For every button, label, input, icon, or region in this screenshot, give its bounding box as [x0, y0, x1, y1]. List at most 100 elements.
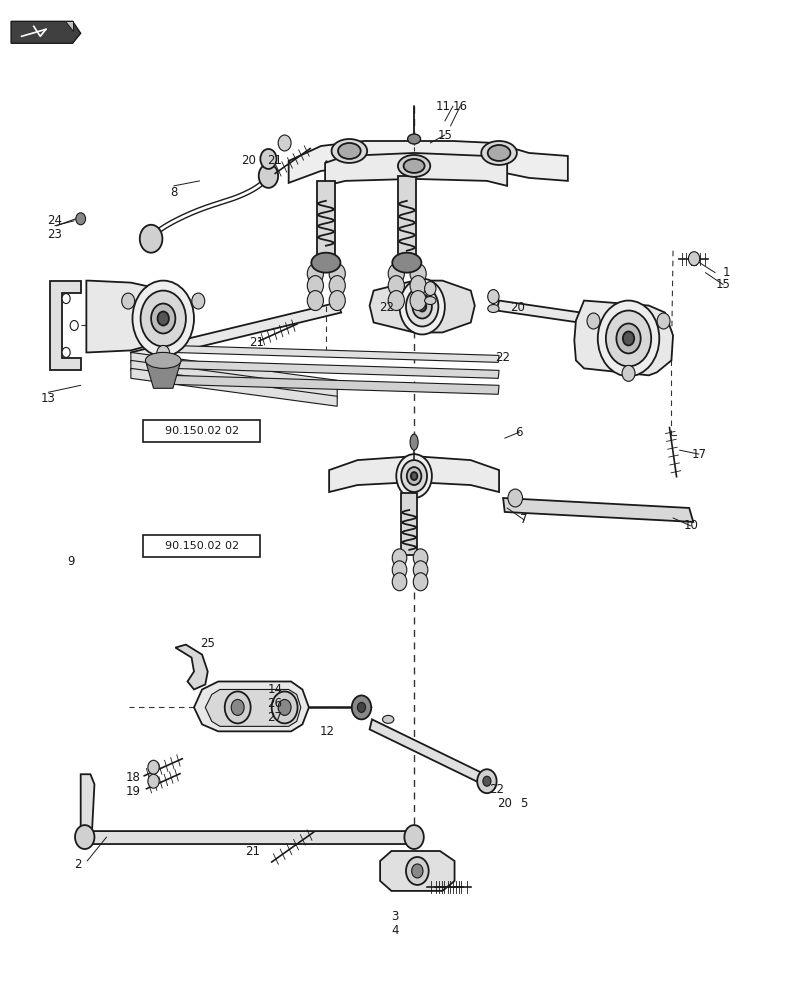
Text: 18: 18 — [126, 771, 140, 784]
Polygon shape — [324, 153, 507, 186]
Circle shape — [231, 699, 244, 715]
Text: 15: 15 — [437, 129, 452, 142]
Text: 24: 24 — [47, 214, 62, 227]
Circle shape — [483, 776, 491, 786]
Circle shape — [487, 290, 499, 304]
Polygon shape — [131, 303, 341, 362]
Circle shape — [357, 702, 365, 712]
Circle shape — [410, 291, 426, 311]
Text: 17: 17 — [691, 448, 706, 461]
Circle shape — [122, 293, 135, 309]
Polygon shape — [11, 21, 80, 43]
Text: 22: 22 — [495, 351, 510, 364]
Text: 6: 6 — [515, 426, 522, 439]
Circle shape — [688, 252, 699, 266]
Polygon shape — [288, 141, 567, 183]
Polygon shape — [205, 689, 300, 726]
Circle shape — [656, 313, 669, 329]
Ellipse shape — [487, 145, 510, 161]
Circle shape — [392, 549, 406, 567]
Circle shape — [597, 301, 659, 376]
Circle shape — [62, 294, 70, 304]
Circle shape — [396, 454, 431, 498]
Circle shape — [148, 774, 159, 788]
Circle shape — [410, 276, 426, 296]
Circle shape — [404, 825, 423, 849]
Circle shape — [401, 460, 427, 492]
Text: 90.150.02 02: 90.150.02 02 — [165, 541, 238, 551]
Circle shape — [605, 311, 650, 366]
Text: 23: 23 — [47, 228, 62, 241]
Ellipse shape — [382, 715, 393, 723]
Ellipse shape — [331, 139, 367, 163]
Polygon shape — [194, 681, 308, 731]
Circle shape — [307, 291, 323, 311]
Text: 20: 20 — [241, 154, 255, 167]
Text: 11: 11 — [436, 100, 450, 113]
Bar — [143, 535, 260, 557]
Circle shape — [140, 291, 186, 346]
Circle shape — [278, 135, 290, 151]
Circle shape — [157, 312, 169, 325]
Polygon shape — [380, 851, 454, 891]
Polygon shape — [171, 360, 499, 378]
Circle shape — [424, 282, 436, 296]
Circle shape — [148, 760, 159, 774]
Circle shape — [622, 331, 633, 345]
Text: 21: 21 — [248, 336, 264, 349]
Circle shape — [392, 561, 406, 579]
Text: 26: 26 — [267, 697, 282, 710]
Circle shape — [413, 573, 427, 591]
Circle shape — [586, 313, 599, 329]
Circle shape — [272, 691, 297, 723]
Text: 21: 21 — [267, 154, 282, 167]
Polygon shape — [369, 281, 474, 332]
Text: 5: 5 — [519, 797, 526, 810]
Polygon shape — [131, 352, 337, 390]
Circle shape — [388, 276, 404, 296]
Circle shape — [406, 287, 438, 326]
Circle shape — [412, 295, 431, 319]
Circle shape — [157, 345, 169, 361]
Circle shape — [132, 281, 194, 356]
Bar — [397, 176, 415, 261]
Circle shape — [307, 264, 323, 284]
Text: 16: 16 — [453, 100, 467, 113]
Circle shape — [508, 489, 522, 507]
Ellipse shape — [481, 141, 517, 165]
Circle shape — [328, 264, 345, 284]
Text: 3: 3 — [391, 910, 398, 923]
Circle shape — [616, 323, 640, 353]
Ellipse shape — [487, 305, 499, 313]
Ellipse shape — [407, 134, 420, 144]
Bar — [316, 181, 334, 261]
Ellipse shape — [403, 159, 424, 173]
Bar — [401, 493, 417, 555]
Circle shape — [392, 573, 406, 591]
Circle shape — [259, 164, 278, 188]
Circle shape — [621, 365, 634, 381]
Circle shape — [418, 302, 426, 312]
Polygon shape — [64, 21, 72, 31]
Text: 9: 9 — [67, 555, 75, 568]
Ellipse shape — [337, 143, 360, 159]
Text: 13: 13 — [41, 392, 56, 405]
Circle shape — [151, 304, 175, 333]
Circle shape — [406, 467, 421, 485]
Polygon shape — [175, 645, 208, 689]
Text: 7: 7 — [520, 513, 527, 526]
Circle shape — [413, 561, 427, 579]
Polygon shape — [328, 456, 499, 492]
Polygon shape — [573, 301, 672, 375]
Text: 22: 22 — [488, 783, 504, 796]
Text: 20: 20 — [509, 301, 525, 314]
Text: 14: 14 — [267, 683, 282, 696]
Circle shape — [70, 320, 78, 330]
Circle shape — [388, 264, 404, 284]
Ellipse shape — [311, 253, 340, 273]
Polygon shape — [503, 498, 693, 522]
Ellipse shape — [392, 253, 421, 273]
Circle shape — [410, 472, 417, 480]
Text: 19: 19 — [126, 785, 140, 798]
Circle shape — [62, 347, 70, 357]
